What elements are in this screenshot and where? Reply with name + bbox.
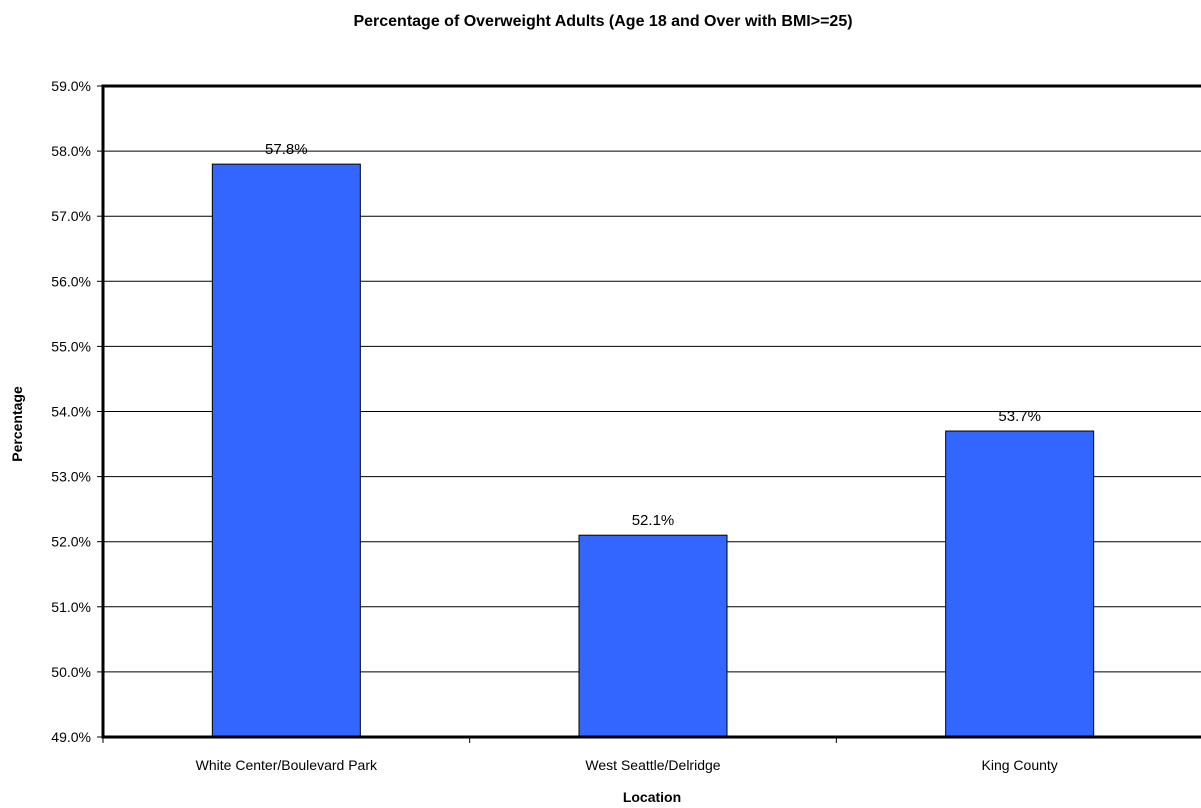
x-axis-label: Location [623, 789, 681, 803]
data-label: 52.1% [632, 512, 675, 529]
x-tick-label: White Center/Boulevard Park [196, 757, 378, 773]
y-tick-label: 51.0% [51, 599, 91, 615]
bar [211, 163, 361, 738]
y-axis-label: Percentage [9, 386, 25, 462]
bar [945, 430, 1095, 738]
y-tick-label: 53.0% [51, 469, 91, 485]
bar [578, 534, 728, 738]
y-tick-label: 50.0% [51, 664, 91, 680]
chart-title: Percentage of Overweight Adults (Age 18 … [353, 13, 852, 30]
x-tick-label: West Seattle/Delridge [585, 757, 720, 773]
data-label: 53.7% [998, 408, 1041, 425]
y-tick-label: 49.0% [51, 729, 91, 745]
y-tick-label: 54.0% [51, 404, 91, 420]
y-axis-ticks: 49.0% 50.0% 51.0% 52.0% 53.0% 54.0% 55.0% 56.0%… [51, 78, 103, 745]
y-tick-label: 52.0% [51, 534, 91, 550]
y-tick-label: 59.0% [51, 78, 91, 94]
x-axis-ticks: White Center/Boulevard Park West Seattle/… [102, 737, 1058, 773]
x-tick-label: King County [982, 757, 1058, 773]
y-tick-label: 57.0% [51, 208, 91, 224]
data-labels: 57.8% 52.1% 53.7% [265, 141, 1041, 529]
y-tick-label: 56.0% [51, 273, 91, 289]
y-tick-label: 58.0% [51, 143, 91, 159]
data-label: 57.8% [265, 141, 308, 158]
bars [211, 163, 1095, 738]
y-tick-label: 55.0% [51, 338, 91, 354]
